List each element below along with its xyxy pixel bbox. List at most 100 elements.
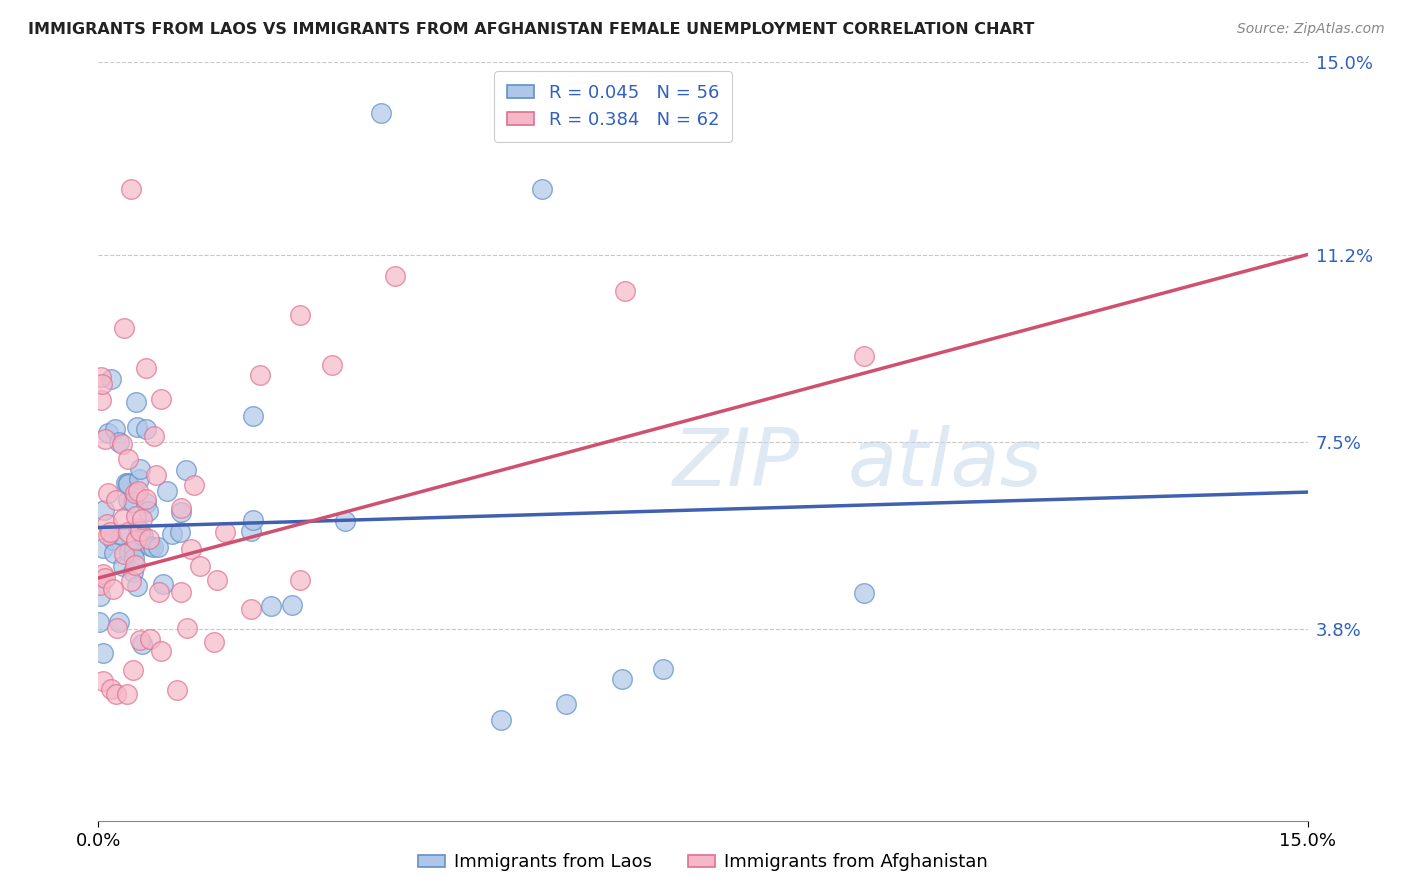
Point: [104, 492, 127, 507]
Point: [97, 528, 120, 542]
Legend: Immigrants from Laos, Immigrants from Afghanistan: Immigrants from Laos, Immigrants from Af…: [411, 847, 995, 879]
Point: [242, 409, 264, 423]
Point: [321, 358, 343, 372]
Point: [97, 425, 120, 440]
Point: [112, 511, 135, 525]
Point: [94, 571, 117, 585]
Legend: R = 0.045   N = 56, R = 0.384   N = 62: R = 0.045 N = 56, R = 0.384 N = 62: [495, 71, 731, 142]
Point: [166, 683, 188, 698]
Point: [129, 461, 152, 475]
Point: [127, 579, 149, 593]
Point: [124, 558, 146, 572]
Point: [107, 621, 129, 635]
Point: [202, 635, 225, 649]
Point: [127, 420, 149, 434]
Point: [530, 182, 553, 196]
Point: [100, 372, 122, 386]
Point: [491, 713, 513, 727]
Point: [145, 467, 167, 482]
Point: [89, 578, 111, 592]
Point: [89, 590, 111, 604]
Text: Source: ZipAtlas.com: Source: ZipAtlas.com: [1237, 22, 1385, 37]
Point: [183, 478, 205, 492]
Point: [249, 368, 271, 382]
Point: [281, 598, 304, 612]
Point: [121, 565, 143, 579]
Text: atlas: atlas: [848, 425, 1043, 503]
Point: [169, 525, 191, 540]
Point: [148, 585, 170, 599]
Point: [170, 501, 193, 516]
Point: [120, 574, 142, 588]
Point: [131, 637, 153, 651]
Point: [110, 436, 132, 450]
Point: [103, 546, 125, 560]
Text: IMMIGRANTS FROM LAOS VS IMMIGRANTS FROM AFGHANISTAN FEMALE UNEMPLOYMENT CORRELAT: IMMIGRANTS FROM LAOS VS IMMIGRANTS FROM …: [28, 22, 1035, 37]
Point: [135, 496, 157, 510]
Point: [152, 577, 174, 591]
Point: [115, 687, 138, 701]
Point: [135, 491, 157, 506]
Point: [93, 502, 115, 516]
Point: [288, 308, 311, 322]
Point: [96, 517, 118, 532]
Text: ZIP: ZIP: [672, 425, 800, 503]
Point: [384, 269, 406, 284]
Point: [129, 524, 152, 538]
Point: [90, 370, 112, 384]
Point: [122, 494, 145, 508]
Point: [613, 284, 636, 298]
Point: [105, 687, 128, 701]
Point: [122, 551, 145, 566]
Point: [240, 524, 263, 538]
Point: [260, 599, 283, 613]
Point: [120, 182, 142, 196]
Point: [117, 524, 139, 539]
Point: [138, 539, 160, 553]
Point: [110, 527, 132, 541]
Point: [91, 541, 114, 555]
Point: [149, 643, 172, 657]
Point: [118, 545, 141, 559]
Point: [111, 559, 134, 574]
Point: [127, 484, 149, 499]
Point: [112, 547, 135, 561]
Point: [124, 486, 146, 500]
Point: [122, 543, 145, 558]
Point: [156, 484, 179, 499]
Point: [180, 541, 202, 556]
Point: [128, 472, 150, 486]
Point: [169, 585, 191, 599]
Point: [104, 422, 127, 436]
Point: [132, 529, 155, 543]
Point: [117, 477, 139, 491]
Point: [160, 526, 183, 541]
Point: [135, 361, 157, 376]
Point: [129, 633, 152, 648]
Point: [176, 621, 198, 635]
Point: [612, 672, 634, 686]
Point: [125, 533, 148, 547]
Point: [108, 435, 131, 450]
Point: [239, 602, 262, 616]
Point: [242, 513, 264, 527]
Point: [91, 646, 114, 660]
Point: [131, 512, 153, 526]
Point: [124, 394, 146, 409]
Point: [112, 321, 135, 335]
Point: [143, 429, 166, 443]
Point: [207, 573, 229, 587]
Point: [94, 432, 117, 446]
Point: [190, 558, 212, 573]
Point: [101, 582, 124, 596]
Point: [555, 698, 578, 712]
Point: [90, 392, 112, 407]
Point: [146, 540, 169, 554]
Point: [138, 532, 160, 546]
Point: [214, 524, 236, 539]
Point: [98, 524, 121, 539]
Point: [139, 632, 162, 646]
Point: [853, 349, 876, 363]
Point: [127, 521, 149, 535]
Point: [107, 615, 129, 629]
